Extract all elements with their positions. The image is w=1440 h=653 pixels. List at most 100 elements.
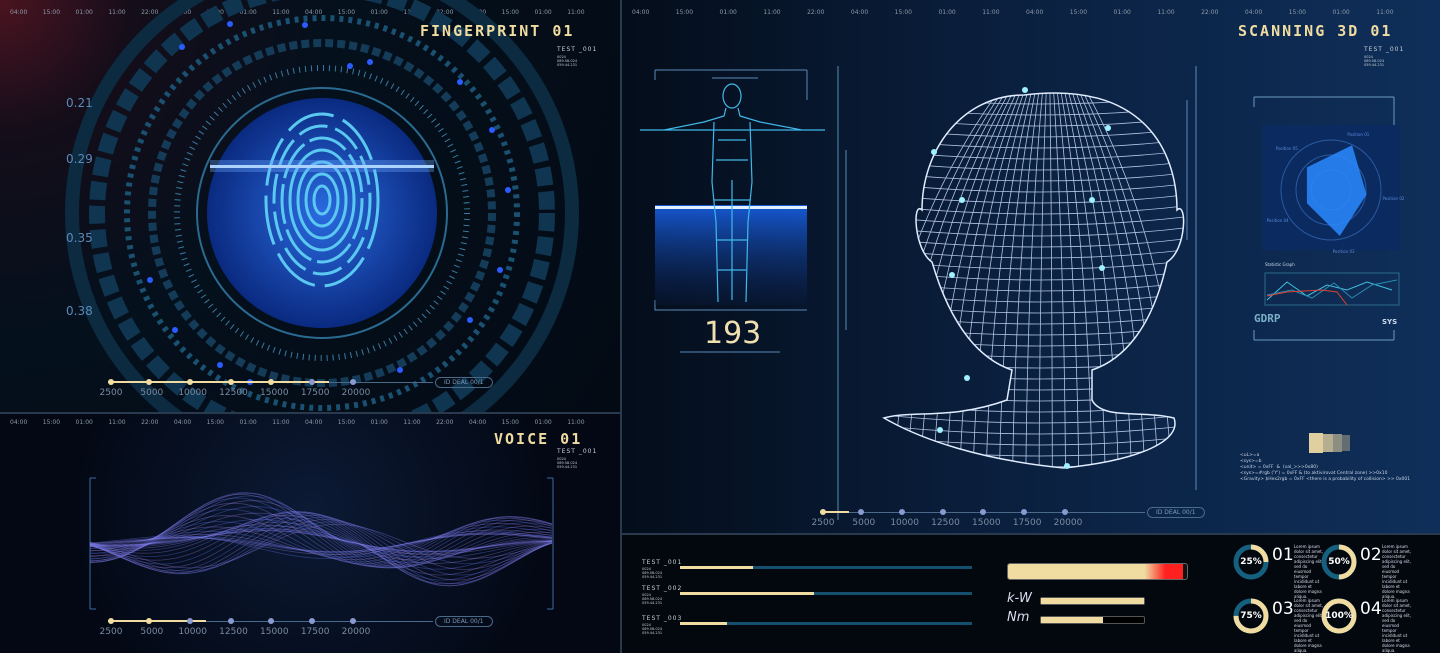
timeline-label: 01:00 bbox=[938, 9, 956, 16]
wave-line bbox=[89, 516, 553, 576]
step-number: 01 bbox=[1272, 545, 1294, 565]
slider-tick-label: 10000 bbox=[178, 627, 207, 637]
slider-stop[interactable] bbox=[350, 379, 356, 385]
slider-stop[interactable] bbox=[1062, 509, 1068, 515]
progress-donut: 100% bbox=[1320, 597, 1358, 635]
timeline-label: 15:00 bbox=[206, 419, 224, 426]
id-deal-badge[interactable]: ID DEAL 00/1 bbox=[1147, 507, 1205, 518]
mesh-line bbox=[884, 369, 1184, 380]
mesh-line bbox=[884, 182, 1184, 193]
wave-line bbox=[89, 530, 553, 559]
slider-tick-label: 12500 bbox=[219, 388, 248, 398]
timeline-label: 22:00 bbox=[141, 9, 159, 16]
wave-line bbox=[89, 493, 553, 569]
slider-stop[interactable] bbox=[145, 618, 152, 624]
wave-line bbox=[89, 530, 553, 552]
slider-stop[interactable] bbox=[857, 509, 864, 515]
statistic-graph-box bbox=[1264, 272, 1400, 306]
divider bbox=[620, 0, 622, 653]
test-label: TEST _001 bbox=[557, 448, 598, 455]
mesh-line bbox=[884, 270, 1184, 281]
timeline-label: 01:00 bbox=[1332, 9, 1350, 16]
slider-stop[interactable] bbox=[1021, 509, 1028, 515]
wave-line bbox=[89, 519, 553, 574]
timeline-label: 04:00 bbox=[10, 419, 28, 426]
wave-line bbox=[89, 528, 553, 553]
slider-tick-label: 20000 bbox=[341, 627, 371, 637]
timeline-label: 11:00 bbox=[403, 419, 421, 426]
slider-stop[interactable] bbox=[108, 618, 114, 624]
timeline: 04:00 15:00 01:00 11:00 22:00 04:00 15:00 01:00… bbox=[622, 9, 1440, 19]
mesh-line bbox=[884, 314, 1184, 325]
voice-panel: 04:00 15:00 01:00 11:00 22:00 04:00 15:00 01:00… bbox=[0, 414, 620, 653]
scanning-3d-panel: 04:00 15:00 01:00 11:00 22:00 04:00 15:00 01:00… bbox=[622, 0, 1440, 533]
slider-stop[interactable] bbox=[186, 618, 193, 624]
wave-line bbox=[89, 500, 553, 566]
slider-stop[interactable] bbox=[309, 618, 316, 624]
test-sub-values: 0024 089.58.024 059.44.231 bbox=[557, 457, 578, 469]
slider-stop[interactable] bbox=[939, 509, 946, 515]
timeline-label: 01:00 bbox=[370, 9, 388, 16]
mesh-line bbox=[884, 380, 1184, 391]
wave-line bbox=[89, 514, 553, 581]
wave-line bbox=[89, 511, 553, 587]
frequency-slider[interactable]: 2500 5000 10000 12500 15000 17500 20000 ID DEAL… bbox=[100, 377, 528, 408]
slider-tick-label: 15000 bbox=[260, 388, 289, 398]
mesh-line bbox=[884, 215, 1184, 226]
step-description: Lorem ipsum dolor sit amet, consectetur … bbox=[1382, 544, 1412, 599]
timeline-label: 04:00 bbox=[1244, 9, 1263, 16]
timeline-label: 22:00 bbox=[436, 419, 454, 426]
step-description: Lorem ipsum dolor sit amet, consectetur … bbox=[1294, 598, 1324, 653]
wave-line bbox=[90, 492, 553, 569]
timeline-label: 01:00 bbox=[719, 9, 737, 16]
slider-stop[interactable] bbox=[108, 379, 114, 385]
slider-stop[interactable] bbox=[309, 379, 316, 385]
slider-stop[interactable] bbox=[350, 618, 356, 624]
frequency-slider[interactable]: 2500 5000 10000 12500 15000 17500 20000 ID DEAL… bbox=[812, 507, 1240, 533]
mesh-line bbox=[884, 292, 1184, 303]
slider-tick-label: 12500 bbox=[931, 518, 960, 528]
slider-stop[interactable] bbox=[186, 379, 193, 385]
slider-tick-label: 10000 bbox=[178, 388, 207, 398]
mesh-line bbox=[884, 94, 1184, 105]
mesh-line bbox=[884, 281, 1184, 292]
wave-line bbox=[89, 529, 553, 556]
slider-stop[interactable] bbox=[268, 379, 275, 385]
timeline-label: 11:00 bbox=[108, 9, 126, 16]
donut-percent: 100% bbox=[1325, 611, 1353, 621]
stats-panel: TEST _001 0024 089.58.024 059.44.231 TEST … bbox=[622, 535, 1440, 653]
timeline-label: 01:00 bbox=[370, 419, 388, 426]
slider-stop[interactable] bbox=[980, 509, 987, 515]
radar-axis-label: Position 01 bbox=[1347, 131, 1370, 137]
timeline-label: 04:00 bbox=[468, 419, 487, 426]
test-sub-values: 0024 089.58.024 059.44.231 bbox=[1364, 55, 1385, 67]
slider-stop[interactable] bbox=[227, 618, 234, 624]
mesh-line bbox=[1063, 92, 1106, 469]
timeline-label: 11:00 bbox=[567, 9, 585, 16]
slider-tick-label: 12500 bbox=[219, 627, 248, 637]
fingerprint-panel: 04:00 15:00 01:00 11:00 22:00 04:00 15:00 01:00… bbox=[0, 0, 620, 412]
test-label: TEST _001 bbox=[642, 559, 683, 566]
meter-fill bbox=[1041, 617, 1103, 623]
slider-stop[interactable] bbox=[820, 509, 826, 515]
fingerprint-icon bbox=[264, 112, 380, 288]
timeline-label: 04:00 bbox=[305, 9, 323, 16]
voice-waveform bbox=[89, 477, 554, 610]
slider-fill bbox=[108, 381, 329, 383]
meter-bar bbox=[1040, 616, 1145, 624]
code-readout: <uL>=a <sys>=b <unit> = 0xFF & (val_>>>0… bbox=[1240, 453, 1411, 482]
body-count: 193 bbox=[704, 316, 762, 351]
id-deal-badge[interactable]: ID DEAL 00/1 bbox=[435, 616, 493, 627]
mesh-line bbox=[985, 92, 1033, 469]
frequency-slider[interactable]: 2500 5000 10000 12500 15000 17500 20000 ID DEAL… bbox=[100, 616, 528, 647]
slider-stop[interactable] bbox=[227, 379, 234, 385]
id-deal-badge[interactable]: ID DEAL 00/1 bbox=[435, 377, 493, 388]
wave-line bbox=[89, 508, 553, 566]
wave-line bbox=[89, 511, 553, 587]
slider-stop[interactable] bbox=[898, 509, 905, 515]
step-description: Lorem ipsum dolor sit amet, consectetur … bbox=[1382, 598, 1412, 653]
progress-donut: 25% bbox=[1232, 543, 1270, 581]
slider-stop[interactable] bbox=[268, 618, 275, 624]
timeline-label: 04:00 bbox=[173, 419, 192, 426]
slider-stop[interactable] bbox=[145, 379, 152, 385]
